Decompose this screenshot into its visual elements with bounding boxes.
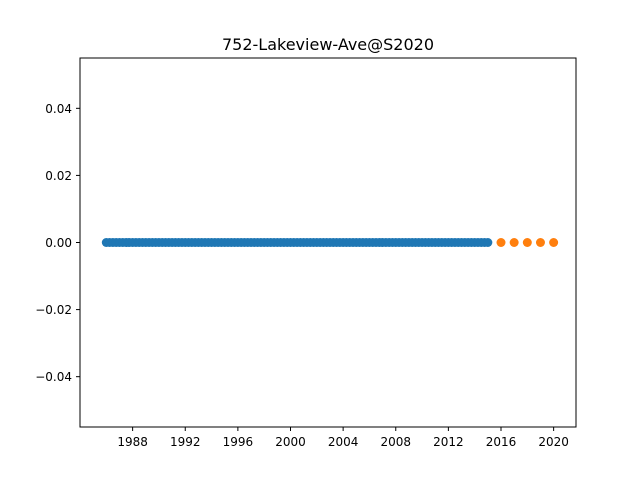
y-axis-ticks: 0.04 0.02 0.00 −0.02 −0.04 [35,102,80,384]
y-tick-label: −0.04 [35,370,72,384]
x-tick-label: 2020 [538,435,569,449]
series-1-point [483,238,493,247]
series-2-point [509,238,519,247]
y-tick-label: 0.04 [45,102,72,116]
series-2-point [549,238,559,247]
plot-area-frame [79,57,577,428]
x-tick-label: 2016 [486,435,517,449]
x-tick-label: 1992 [170,435,201,449]
x-tick-label: 2004 [328,435,359,449]
series-2-point [496,238,506,247]
x-tick-label: 2000 [275,435,306,449]
x-axis-ticks: 1988 1992 1996 2000 2004 2008 2012 2016 2020 [117,427,569,449]
data-points [101,238,559,247]
chart-title: 752-Lakeview-Ave@S2020 [222,35,434,54]
x-tick-label: 2012 [433,435,464,449]
x-tick-label: 1988 [117,435,148,449]
y-tick-label: −0.02 [35,303,72,317]
y-tick-label: 0.02 [45,169,72,183]
y-tick-label: 0.00 [45,236,72,250]
series-2-point [522,238,532,247]
x-tick-label: 1996 [223,435,254,449]
series-2-point [535,238,545,247]
x-tick-label: 2008 [380,435,411,449]
